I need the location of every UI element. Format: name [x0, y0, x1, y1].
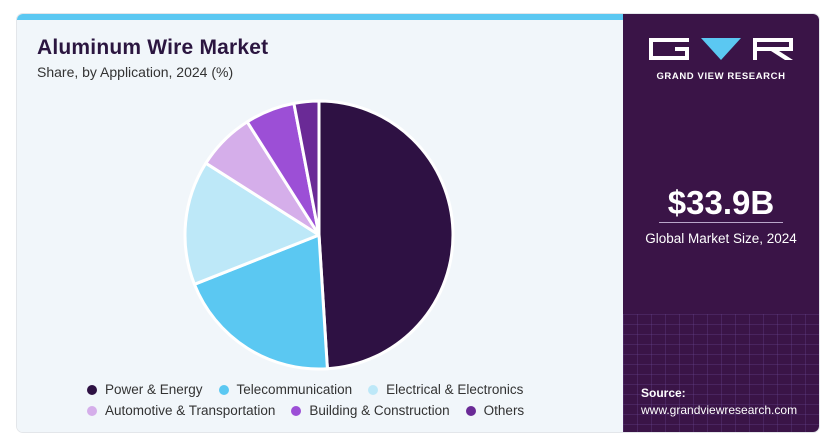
legend-label: Automotive & Transportation — [105, 403, 276, 418]
pie-slice-2 — [183, 161, 321, 286]
pie-slice-1 — [192, 233, 329, 371]
legend-item: Building & Construction — [291, 403, 450, 418]
report-card: Aluminum Wire Market Share, by Applicati… — [17, 14, 819, 432]
chart-title: Aluminum Wire Market — [37, 36, 269, 59]
chart-legend: Power & Energy Telecommunication Electrica… — [87, 379, 607, 421]
legend-label: Electrical & Electronics — [386, 382, 524, 397]
divider — [659, 222, 783, 223]
accent-bar — [17, 14, 623, 20]
info-panel: GRAND VIEW RESEARCH $33.9B Global Market… — [623, 14, 819, 432]
grid-decoration — [623, 314, 819, 432]
chart-subtitle: Share, by Application, 2024 (%) — [37, 64, 234, 80]
legend-item: Others — [465, 403, 525, 418]
legend-swatch — [218, 384, 229, 395]
legend-item: Power & Energy — [87, 382, 203, 397]
legend-item: Telecommunication — [218, 382, 353, 397]
legend-item: Automotive & Transportation — [87, 403, 275, 418]
legend-swatch — [368, 384, 379, 395]
legend-swatch — [87, 384, 97, 395]
legend-swatch — [465, 405, 476, 416]
source-label: Source: — [641, 386, 686, 400]
legend-swatch — [291, 405, 302, 416]
legend-row: Automotive & Transportation Building & Co… — [87, 400, 607, 421]
pie-chart — [183, 99, 455, 371]
pie-slice-5 — [292, 99, 321, 237]
legend-item: Electrical & Electronics — [368, 382, 523, 397]
brand-logo-icon — [649, 38, 793, 60]
legend-swatch — [87, 405, 97, 416]
legend-row: Power & Energy Telecommunication Electrica… — [87, 379, 607, 400]
legend-label: Others — [483, 403, 525, 418]
legend-label: Telecommunication — [236, 382, 353, 397]
market-size-label: Global Market Size, 2024 — [645, 231, 797, 246]
market-size-value: $33.9B — [667, 184, 775, 221]
legend-label: Power & Energy — [105, 382, 203, 397]
chart-panel: Aluminum Wire Market Share, by Applicati… — [17, 14, 623, 432]
brand-name: GRAND VIEW RESEARCH — [656, 71, 786, 82]
pie-slice-0 — [317, 99, 455, 371]
source-link[interactable]: www.grandviewresearch.com — [641, 403, 798, 417]
legend-label: Building & Construction — [309, 403, 450, 418]
